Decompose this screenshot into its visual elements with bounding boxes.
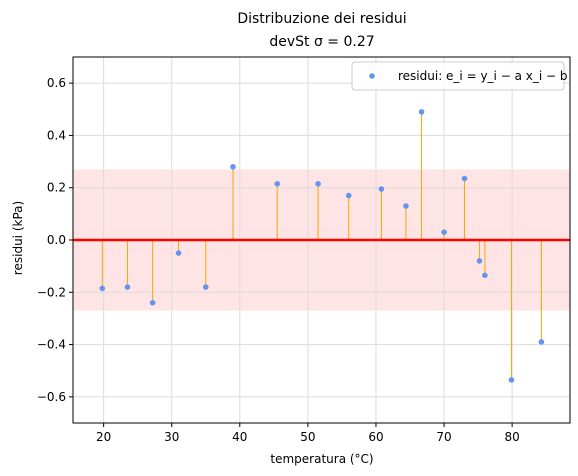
legend-label: residui: e_i = y_i − a x_i − b — [398, 69, 567, 83]
chart-title: Distribuzione dei residui — [237, 11, 406, 27]
residual-point — [403, 203, 409, 209]
residual-point — [99, 285, 106, 292]
residual-point — [482, 272, 488, 279]
x-tick-label: 20 — [96, 430, 111, 444]
residual-point — [124, 284, 131, 290]
y-tick-label: 0.6 — [47, 76, 66, 90]
y-tick-label: −0.4 — [37, 338, 66, 352]
x-tick-label: 50 — [300, 430, 315, 444]
y-axis-label: residui (kPa) — [11, 201, 25, 275]
legend-box — [351, 61, 565, 91]
residual-point — [230, 164, 236, 170]
legend: residui: e_i = y_i − a x_i − b — [351, 61, 567, 91]
residual-point — [418, 109, 425, 115]
x-tick-label: 60 — [368, 430, 383, 444]
residual-point — [274, 180, 281, 187]
residual-point — [476, 258, 483, 264]
residual-point — [538, 339, 545, 345]
y-tick-label: 0.2 — [47, 181, 66, 195]
residual-point — [315, 180, 321, 187]
y-tick-label: 0.4 — [47, 128, 66, 142]
x-tick-label: 70 — [436, 430, 451, 444]
residual-point — [441, 229, 447, 235]
chart-subtitle: devSt σ = 0.27 — [269, 34, 374, 50]
residual-point — [345, 192, 352, 199]
x-tick-label: 80 — [504, 430, 519, 444]
y-tick-label: −0.2 — [37, 285, 66, 299]
y-tick-label: 0.0 — [47, 233, 66, 247]
residual-point — [175, 250, 182, 256]
residual-point — [149, 299, 156, 306]
residual-point — [461, 175, 468, 182]
x-axis-label: temperatura (°C) — [270, 452, 373, 466]
residual-point — [202, 284, 209, 290]
residual-point — [378, 186, 385, 192]
plot-area: 20 30 40 50 60 70 80 −0.6 −0.4 −0.2 0.0 0.2 0.4 0.6 re… — [37, 56, 571, 444]
x-tick-label: 30 — [164, 430, 179, 444]
y-tick-label: −0.6 — [37, 390, 66, 404]
residual-point — [508, 377, 515, 383]
x-tick-label: 40 — [232, 430, 247, 444]
legend-marker — [369, 73, 375, 79]
